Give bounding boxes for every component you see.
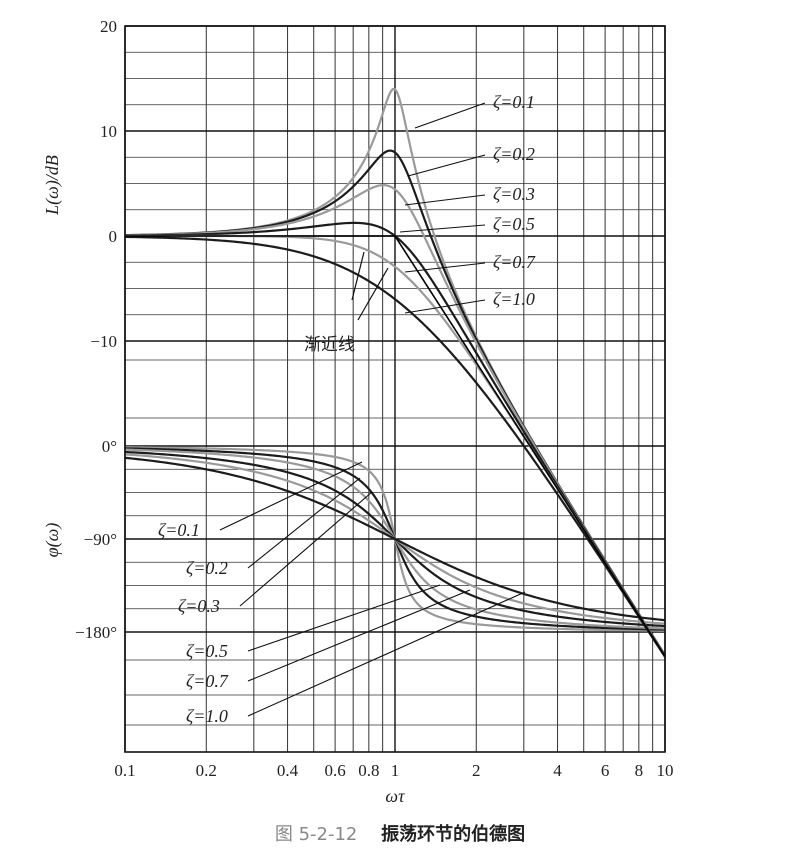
phase-leader-ζ=0.1 [219,461,363,531]
phase-leader-ζ=0.7 [247,589,471,682]
phase-series-label: ζ=0.7 [186,671,229,691]
figure-caption: 图 5-2-12 振荡环节的伯德图 [0,820,800,846]
x-tick-label: 2 [472,761,481,780]
asymptote-pointer [351,251,365,301]
magnitude-leader-ζ=0.3 [404,194,486,206]
x-tick-label: 0.6 [324,761,345,780]
x-tick-label: 1 [391,761,400,780]
x-tick-label: 0.2 [196,761,217,780]
phase-leader-ζ=0.3 [239,491,373,607]
magnitude-y-tick-label: 10 [100,122,117,141]
magnitude-y-tick-label: 0 [109,227,118,246]
x-tick-label: 0.8 [358,761,379,780]
x-tick-label: 10 [657,761,674,780]
phase-series-label: ζ=0.3 [178,596,220,616]
phase-y-tick-label: −180° [75,623,117,642]
phase-leader-ζ=0.2 [247,477,361,569]
phase-series-label: ζ=0.5 [186,641,228,661]
magnitude-y-tick-label: −10 [90,332,117,351]
magnitude-series-label: ζ=0.7 [493,252,536,272]
magnitude-y-label: L(ω)/dB [42,155,63,216]
magnitude-leader-ζ=0.2 [407,154,486,177]
annotations: ζ=0.1 ζ=0.2 ζ=0.3 ζ=0.5 ζ=0.7 ζ=1.0 ζ=0.1 ζ=0.2… [158,92,536,726]
asymptote-label: 渐近线 [304,335,355,355]
magnitude-series-label: ζ=0.3 [493,184,535,204]
magnitude-leader-ζ=1.0 [404,299,486,314]
magnitude-leader-ζ=0.5 [399,224,486,233]
magnitude-series-label: ζ=1.0 [493,289,535,309]
x-tick-label: 4 [553,761,562,780]
phase-series-label: ζ=0.2 [186,558,228,578]
magnitude-series-label: ζ=0.2 [493,144,535,164]
magnitude-leader-ζ=0.7 [404,262,486,273]
bode-chart: ζ=0.1 ζ=0.2 ζ=0.3 ζ=0.5 ζ=0.7 ζ=1.0 ζ=0.1 ζ=0.2… [42,17,674,806]
phase-y-label: φ(ω) [42,523,63,558]
x-tick-label: 8 [635,761,644,780]
magnitude-y-tick-label: 20 [100,17,117,36]
phase-leader-ζ=1.0 [247,591,526,717]
phase-y-tick-label: −90° [84,530,117,549]
magnitude-series-label: ζ=0.5 [493,214,535,234]
phase-series-label: ζ=0.1 [158,520,200,540]
phase-y-tick-label: 0° [102,437,117,456]
tick-labels: 0.1 0.2 0.4 0.6 0.8 1 2 4 6 8 10 20 10 0 −10 0° −90° −180… [75,17,673,780]
x-tick-label: 0.4 [277,761,299,780]
magnitude-series-label: ζ=0.1 [493,92,535,112]
phase-series-label: ζ=1.0 [186,706,228,726]
magnitude-curve-ζ=1.0 [124,235,666,658]
asymptote-line [125,235,666,657]
phase-leader-ζ=0.5 [247,584,441,652]
frame [124,25,666,753]
asymptote-pointer [357,267,389,321]
x-tick-label: 0.1 [114,761,135,780]
curves [124,87,666,658]
phase-curve-ζ=1.0 [124,456,666,622]
magnitude-leader-ζ=0.1 [414,102,486,129]
plot-frame [124,25,666,753]
x-tick-label: 6 [601,761,610,780]
figure-number: 图 5-2-12 [274,824,358,845]
figure-title: 振荡环节的伯德图 [381,824,526,845]
x-axis-label: ωτ [385,786,405,806]
